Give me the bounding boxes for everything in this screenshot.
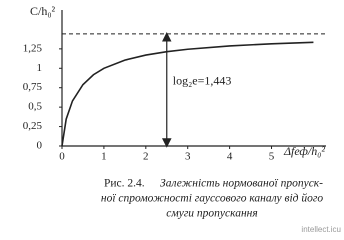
- x-axis-label: Δfеф/h₀²: [283, 144, 325, 158]
- caption-number: Рис. 2.4.: [104, 178, 145, 190]
- y-tick-label: 1: [37, 62, 43, 74]
- caption-line: Залежність нормованої пропуск-: [160, 178, 323, 190]
- line: [61, 41, 314, 147]
- x-tick-label: 0: [59, 151, 65, 163]
- x-tick-label: 2: [143, 151, 149, 163]
- caption-line: смуги пропускання: [166, 208, 257, 220]
- y-tick-label: 1,25: [23, 42, 43, 54]
- x-tick-label: 4: [227, 151, 233, 163]
- annotation: log₂e=1,443: [173, 74, 232, 88]
- x-tick-label: 3: [185, 151, 191, 163]
- y-tick-label: 0,5: [28, 101, 42, 113]
- y-tick-label: 0: [37, 140, 43, 152]
- watermark: intellect.icu: [301, 225, 341, 234]
- y-axis-label: C/h₀²: [30, 4, 56, 18]
- x-tick-label: 1: [101, 151, 107, 163]
- y-tick-label: 0,75: [23, 81, 43, 93]
- x-tick-label: 5: [269, 151, 275, 163]
- caption-line: ної спроможності гауссового каналу від й…: [101, 192, 323, 205]
- y-tick-label: 0,25: [23, 120, 43, 132]
